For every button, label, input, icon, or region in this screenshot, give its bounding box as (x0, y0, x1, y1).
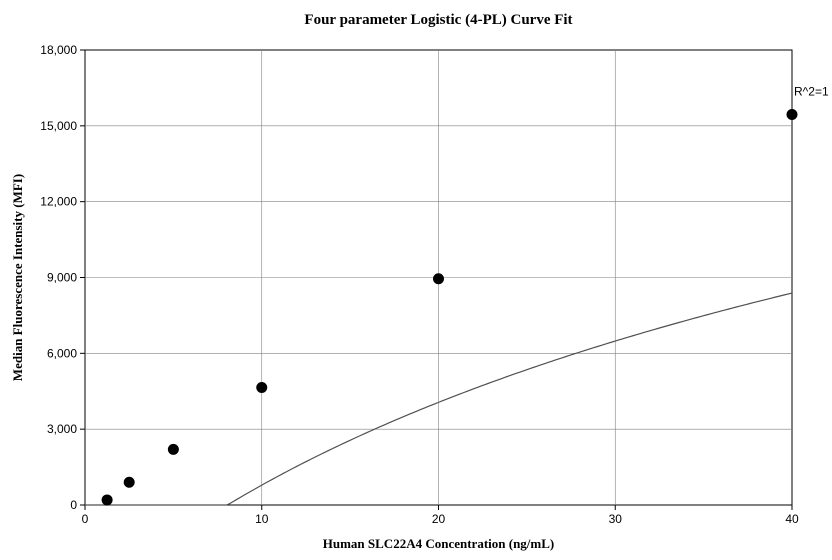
y-tick-label: 3,000 (47, 422, 77, 436)
x-tick-label: 10 (255, 512, 269, 526)
x-tick-label: 30 (609, 512, 623, 526)
y-tick-label: 6,000 (47, 346, 77, 360)
data-point-marker (168, 444, 178, 454)
data-point-marker (257, 382, 267, 392)
chart-container: 0 3,000 6,000 9,000 12,000 15,000 18,000 0 10 20 3… (0, 0, 832, 560)
data-point-marker (434, 274, 444, 284)
x-tick-label: 0 (82, 512, 89, 526)
y-axis-label: Median Fluorescence Intensity (MFI) (10, 174, 25, 381)
y-tick-label: 15,000 (40, 119, 77, 133)
chart-svg: 0 3,000 6,000 9,000 12,000 15,000 18,000 0 10 20 3… (0, 0, 832, 560)
y-tick-label: 18,000 (40, 43, 77, 57)
data-point-marker (787, 109, 797, 119)
x-tick-label: 20 (432, 512, 446, 526)
data-point-marker (102, 495, 112, 505)
x-tick-label: 40 (785, 512, 799, 526)
y-tick-label: 9,000 (47, 271, 77, 285)
chart-title: Four parameter Logistic (4-PL) Curve Fit (304, 12, 572, 28)
y-tick-label: 12,000 (40, 195, 77, 209)
y-tick-label: 0 (70, 498, 77, 512)
data-point-marker (124, 477, 134, 487)
r-squared-annotation: R^2=1 (794, 85, 829, 99)
x-axis-label: Human SLC22A4 Concentration (ng/mL) (323, 536, 555, 551)
